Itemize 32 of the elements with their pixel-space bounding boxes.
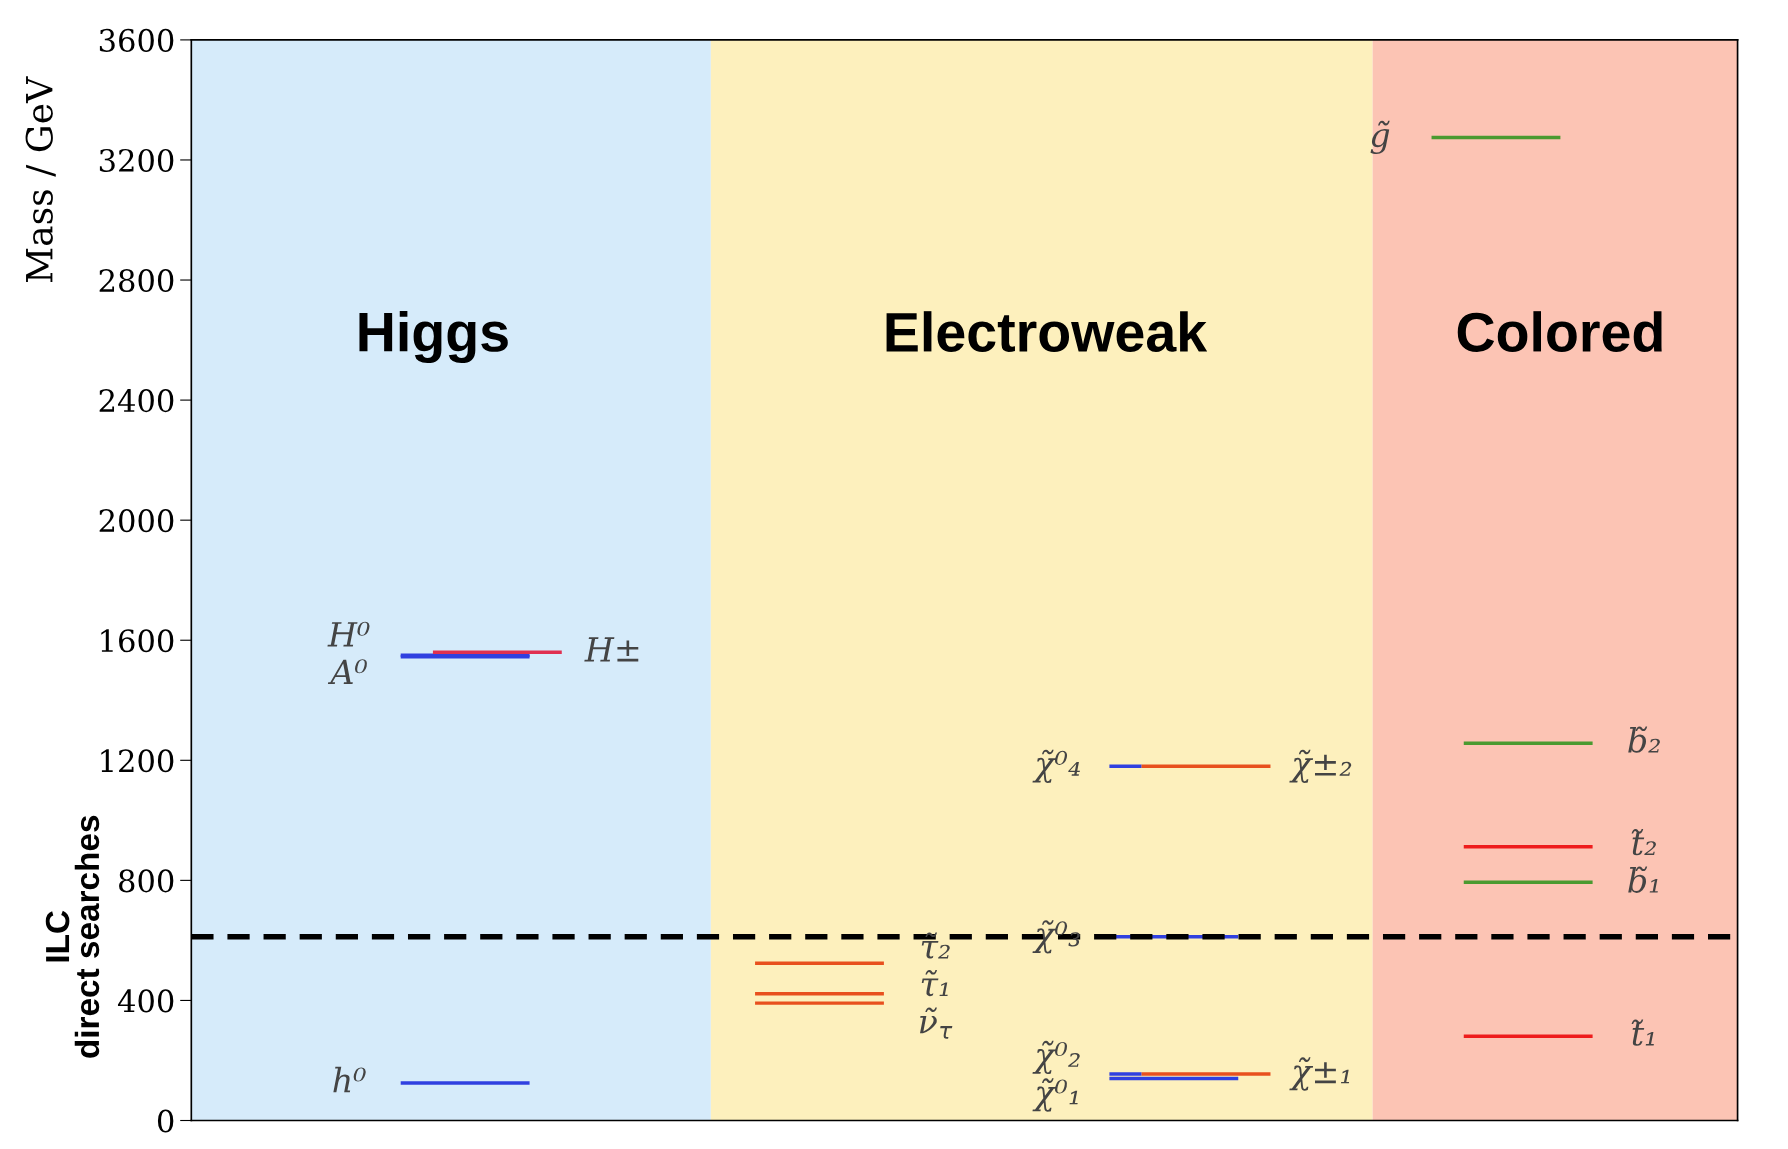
series-label: χ̃±₁ bbox=[1289, 1057, 1350, 1091]
series-label: χ̃⁰₄ bbox=[1032, 749, 1080, 783]
y-tick-label: 3200 bbox=[99, 148, 174, 173]
series-label: b̃₁ bbox=[1628, 866, 1658, 893]
x-tick-label: Colored bbox=[1457, 311, 1662, 352]
y-tick-label: 3600 bbox=[99, 28, 174, 52]
y-tick-label: 1200 bbox=[101, 749, 174, 773]
y-tick-label: 2000 bbox=[99, 509, 174, 533]
series-label: b̃₂ bbox=[1628, 726, 1660, 753]
y-tick-label: 2400 bbox=[99, 389, 174, 413]
series-label: g̃ bbox=[1370, 120, 1390, 155]
x-tick-label: Higgs bbox=[359, 311, 508, 364]
series-label: χ̃⁰₁ bbox=[1032, 1078, 1078, 1112]
series-label: h⁰ bbox=[333, 1066, 366, 1093]
series-label: t̃₂ bbox=[1631, 829, 1656, 856]
y-tick-label: 400 bbox=[117, 989, 174, 1013]
series-label: χ̃±₂ bbox=[1289, 749, 1352, 783]
y-tick-label: 0 bbox=[157, 1109, 174, 1133]
series-label: H⁰ bbox=[327, 621, 370, 647]
ref-line-label: ILC direct searches bbox=[45, 815, 100, 1058]
series-label: H± bbox=[584, 637, 639, 662]
series-label: τ̃₁ bbox=[921, 970, 948, 997]
x-tick-label: Electroweak bbox=[886, 311, 1208, 352]
series-label: χ̃⁰₂ bbox=[1032, 1040, 1080, 1075]
series-label: τ̃₂ bbox=[921, 932, 950, 959]
series-label: A⁰ bbox=[327, 659, 367, 684]
series-label: t̃₁ bbox=[1631, 1019, 1654, 1046]
series-label: ν̃$_{τ}$ bbox=[919, 1007, 953, 1039]
y-tick-label: 800 bbox=[119, 869, 174, 893]
y-tick-label: 2800 bbox=[99, 268, 174, 293]
y-axis-title: Mass / GeV bbox=[25, 76, 56, 283]
y-tick-label: 1600 bbox=[101, 629, 174, 653]
